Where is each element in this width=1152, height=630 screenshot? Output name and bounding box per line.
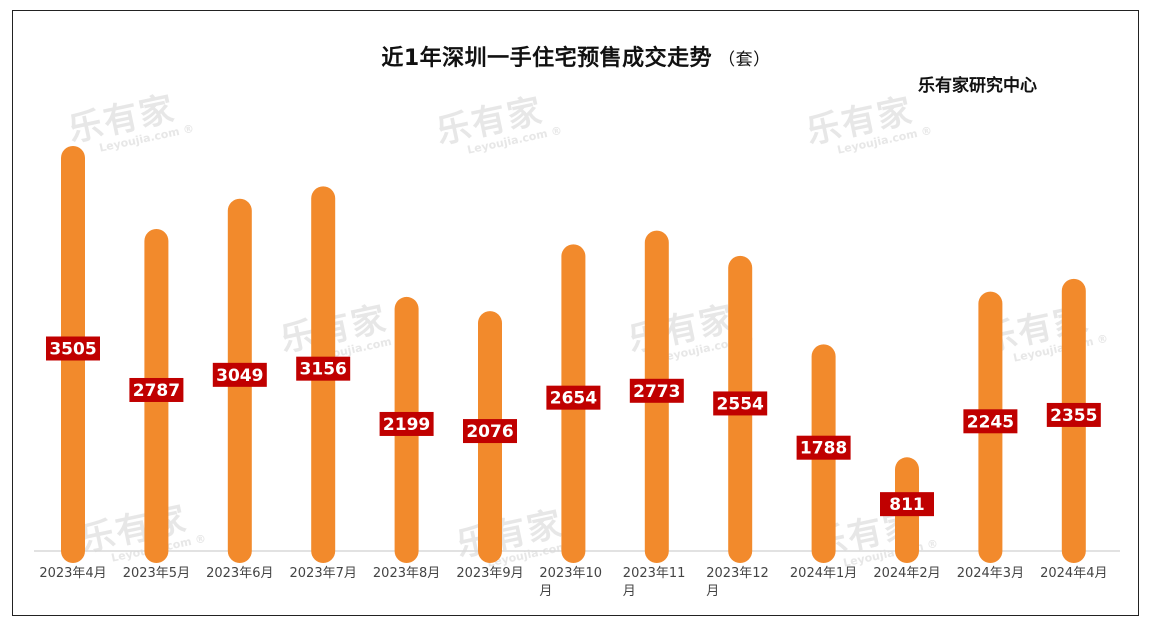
data-label-box	[379, 411, 434, 436]
data-label-box	[212, 362, 267, 387]
data-label: 2245	[967, 412, 1014, 432]
data-label-box	[463, 419, 517, 444]
x-tick-label: 2023年7月	[290, 566, 357, 581]
chart-title: 近1年深圳一手住宅预售成交走势 （套）	[0, 40, 1152, 72]
data-label-box	[296, 356, 351, 381]
x-tick-label: 2023年4月	[39, 566, 106, 581]
data-label: 2076	[466, 422, 513, 442]
data-label: 3505	[49, 340, 96, 360]
data-label: 2355	[1050, 406, 1097, 426]
data-label-box	[629, 378, 684, 403]
data-label-box	[129, 377, 184, 402]
data-label: 2199	[383, 415, 430, 435]
x-tick-label: 2023年12 月	[706, 566, 769, 599]
x-tick-label: 2023年10 月	[539, 566, 602, 599]
data-label-box	[880, 492, 934, 517]
chart-unit: （套）	[718, 50, 771, 70]
x-tick-label: 2024年2月	[873, 566, 940, 581]
x-tick-label: 2024年3月	[957, 566, 1024, 581]
x-tick-label: 2023年8月	[373, 566, 440, 581]
data-label-box	[713, 391, 768, 416]
chart-title-text: 近1年深圳一手住宅预售成交走势	[381, 46, 713, 71]
x-tick-label: 2023年11 月	[623, 566, 686, 599]
data-label: 1788	[800, 439, 847, 459]
data-label-box	[46, 336, 100, 361]
x-tick-label: 2023年6月	[206, 566, 273, 581]
data-label-box	[796, 435, 851, 460]
data-label: 3049	[216, 366, 263, 386]
x-tick-label: 2024年4月	[1040, 566, 1107, 581]
data-label: 3156	[300, 360, 347, 380]
data-label: 811	[889, 495, 925, 515]
brand-label: 乐有家研究中心	[918, 76, 1037, 96]
data-label-box	[546, 385, 601, 410]
data-label: 2787	[133, 381, 180, 401]
x-tick-label: 2024年1月	[790, 566, 857, 581]
data-label: 2654	[550, 389, 597, 409]
data-label: 2554	[717, 394, 764, 414]
data-label-box	[1046, 402, 1101, 427]
x-tick-label: 2023年5月	[123, 566, 190, 581]
data-label-box	[963, 409, 1018, 434]
x-tick-label: 2023年9月	[456, 566, 523, 581]
data-label: 2773	[633, 382, 680, 402]
